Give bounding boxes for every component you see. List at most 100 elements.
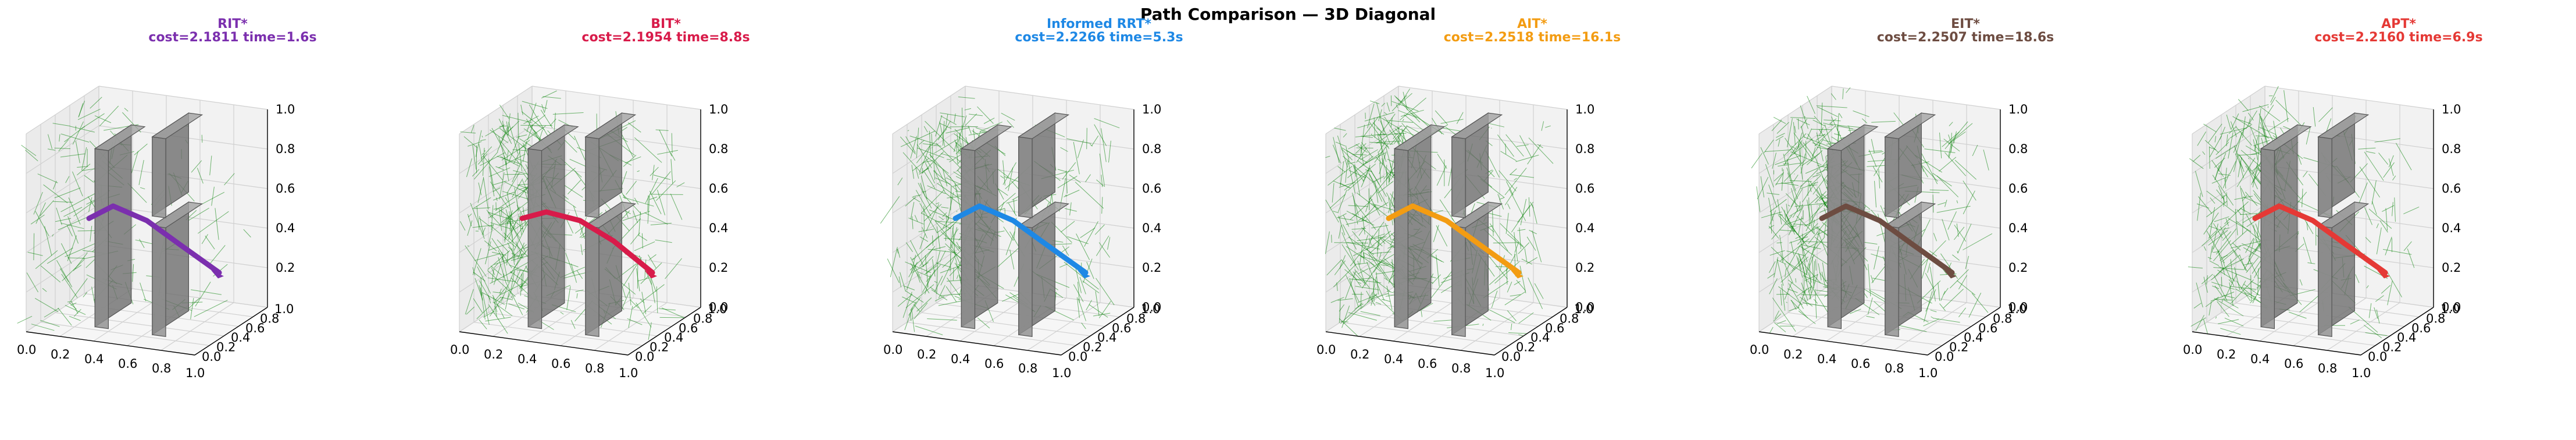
tree-edge xyxy=(1002,162,1016,185)
tree-edge xyxy=(477,153,488,165)
tree-edge xyxy=(1436,165,1447,186)
tree-edge xyxy=(2214,165,2220,180)
tree-edge xyxy=(2215,141,2229,155)
tree-edge xyxy=(1968,292,1982,318)
tree-edge xyxy=(2364,207,2372,225)
z-tick-label: 0.4 xyxy=(2008,221,2028,235)
tree-edge xyxy=(2230,229,2248,246)
tree-edge xyxy=(490,129,509,144)
tree-edge xyxy=(27,251,43,256)
tree-edge xyxy=(1785,268,1787,278)
tree-edge xyxy=(2236,221,2261,241)
tree-edge xyxy=(472,248,481,275)
tree-edge xyxy=(929,210,954,220)
tree-edge xyxy=(1545,125,1551,128)
z-tick-label: 0.6 xyxy=(1575,182,1594,196)
goal-marker xyxy=(211,270,224,279)
obstacle-right-low xyxy=(584,201,637,337)
tree-edge xyxy=(1390,117,1393,128)
tree-edge xyxy=(2297,154,2302,165)
tree-edge xyxy=(1057,169,1066,172)
y-tick-label: 0.6 xyxy=(1545,321,1564,335)
tree-edge xyxy=(1497,134,1515,157)
tree-edge xyxy=(1929,250,1938,257)
tree-edge xyxy=(480,146,493,159)
grid-line xyxy=(594,302,668,351)
tree-edge xyxy=(1343,133,1347,138)
obstacle-face xyxy=(151,112,204,139)
tree-edge xyxy=(2246,257,2259,273)
tree-edge xyxy=(1062,245,1069,256)
tree-edge xyxy=(1383,173,1389,179)
tree-edge xyxy=(208,244,226,267)
tree-edge xyxy=(574,136,588,165)
tree-edge xyxy=(1355,133,1386,137)
y-tick-label: 1.0 xyxy=(2007,302,2026,316)
tree-edge xyxy=(1002,160,1005,186)
tree-edge xyxy=(1505,181,1514,196)
tree-edge xyxy=(1094,124,1107,146)
tree-edge xyxy=(1332,144,1341,164)
tree-edge xyxy=(1361,256,1390,265)
tree-edge xyxy=(934,220,960,251)
tree-edge xyxy=(2218,319,2239,324)
tree-edge xyxy=(1511,323,1512,331)
tree-edge xyxy=(1786,301,1787,303)
tree-edge xyxy=(81,113,105,129)
tree-edge xyxy=(488,166,495,197)
tree-edge xyxy=(1807,280,1829,315)
tree-edge xyxy=(902,152,922,173)
tree-edge xyxy=(1786,244,1801,269)
tree-edge xyxy=(576,270,583,279)
tree-edge xyxy=(1807,95,1815,114)
tree-edge xyxy=(485,124,505,137)
tree-edge xyxy=(1797,118,1799,130)
tree-edge xyxy=(2211,223,2218,253)
tree-edge xyxy=(1074,264,1082,293)
tree-edge xyxy=(1505,212,1509,234)
tree-edge xyxy=(508,222,516,240)
tree-edge xyxy=(628,282,631,306)
tree-edge xyxy=(1384,116,1396,135)
tree-edge xyxy=(60,193,96,212)
tree-edge xyxy=(1954,159,1977,180)
tree-edge xyxy=(1963,233,1993,250)
tree-edge xyxy=(2251,281,2262,288)
tree-edge xyxy=(2216,228,2237,255)
tree-edge xyxy=(1768,225,1775,229)
grid-line xyxy=(2192,204,2265,253)
tree-edge xyxy=(474,278,483,300)
tree-edge xyxy=(2359,182,2368,204)
tree-edge xyxy=(132,264,134,282)
tree-edge xyxy=(60,153,85,158)
tree-edge xyxy=(1060,221,1075,233)
tree-edge xyxy=(1790,241,1794,256)
tree-edge xyxy=(24,150,38,161)
tree-edge xyxy=(919,236,929,242)
grid-line xyxy=(55,312,224,336)
tree-edge xyxy=(650,222,672,225)
tree-edge xyxy=(1772,152,1776,169)
tree-edge xyxy=(1377,229,1380,257)
tree-edge xyxy=(2189,158,2204,169)
tree-edge xyxy=(1338,215,1346,236)
tree-edge xyxy=(488,304,508,334)
tree-edge xyxy=(1813,299,1818,304)
tree-edge xyxy=(2395,143,2412,171)
tree-edge xyxy=(190,297,194,320)
tree-edge xyxy=(1360,149,1378,160)
tree-edge xyxy=(1363,252,1395,270)
tree-edge xyxy=(1381,299,1391,302)
tree-edge xyxy=(2245,292,2257,297)
tree-edge xyxy=(526,102,537,132)
tree-edge xyxy=(478,182,482,196)
tree-edge xyxy=(1940,290,1946,301)
tree-edge xyxy=(1372,251,1392,254)
tree-edge xyxy=(1491,290,1498,308)
tree-edge xyxy=(1801,241,1830,243)
tree-edge xyxy=(37,173,58,183)
tree-edge xyxy=(2258,108,2261,131)
tree-edge xyxy=(138,159,144,185)
tree-edge xyxy=(1923,318,1940,327)
tree-edge xyxy=(2252,160,2259,187)
